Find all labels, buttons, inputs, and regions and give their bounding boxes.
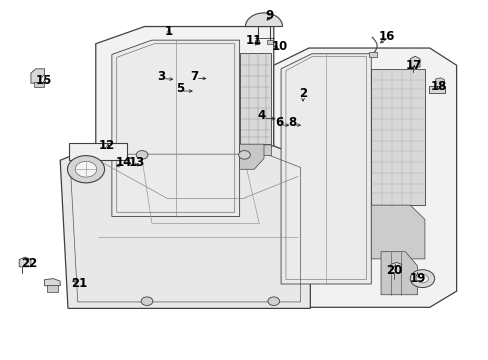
Text: 8: 8	[287, 116, 296, 129]
Text: 13: 13	[129, 156, 145, 169]
Circle shape	[238, 150, 250, 159]
Polygon shape	[60, 146, 310, 309]
Text: 22: 22	[21, 257, 37, 270]
Polygon shape	[267, 40, 272, 44]
Polygon shape	[428, 86, 445, 93]
Circle shape	[267, 297, 279, 306]
Text: 9: 9	[265, 9, 273, 22]
Polygon shape	[239, 144, 264, 169]
Text: 14: 14	[115, 156, 131, 169]
Polygon shape	[390, 262, 401, 273]
Text: 16: 16	[378, 30, 394, 43]
Circle shape	[416, 274, 427, 283]
Text: 6: 6	[275, 116, 283, 129]
Text: 21: 21	[71, 277, 88, 290]
Polygon shape	[46, 285, 58, 292]
Polygon shape	[96, 27, 273, 306]
Wedge shape	[245, 13, 282, 27]
Polygon shape	[255, 40, 259, 44]
Polygon shape	[273, 48, 456, 307]
Polygon shape	[281, 54, 370, 284]
Polygon shape	[368, 51, 376, 57]
Text: 19: 19	[408, 272, 425, 285]
Polygon shape	[19, 257, 31, 267]
Circle shape	[141, 297, 153, 306]
Text: 18: 18	[429, 80, 446, 93]
Text: 12: 12	[99, 139, 115, 152]
Polygon shape	[239, 145, 271, 156]
Polygon shape	[69, 143, 127, 160]
Circle shape	[67, 156, 104, 183]
Text: 2: 2	[298, 87, 306, 100]
Text: 4: 4	[257, 109, 265, 122]
Circle shape	[409, 270, 434, 288]
Text: 5: 5	[176, 82, 184, 95]
Text: 11: 11	[245, 34, 262, 48]
Polygon shape	[112, 40, 239, 217]
Polygon shape	[44, 279, 60, 286]
Text: 3: 3	[157, 69, 165, 82]
Polygon shape	[34, 82, 43, 87]
Polygon shape	[239, 53, 271, 144]
Text: 10: 10	[271, 40, 287, 53]
Polygon shape	[31, 69, 44, 83]
Circle shape	[136, 150, 148, 159]
Polygon shape	[380, 252, 417, 295]
Polygon shape	[370, 69, 424, 205]
Text: 7: 7	[190, 69, 199, 82]
Circle shape	[75, 161, 97, 177]
Text: 17: 17	[405, 59, 422, 72]
Polygon shape	[370, 205, 424, 259]
Polygon shape	[409, 56, 419, 67]
Text: 15: 15	[35, 74, 52, 87]
Polygon shape	[435, 78, 444, 87]
Text: 1: 1	[164, 25, 173, 38]
Text: 20: 20	[386, 264, 402, 277]
